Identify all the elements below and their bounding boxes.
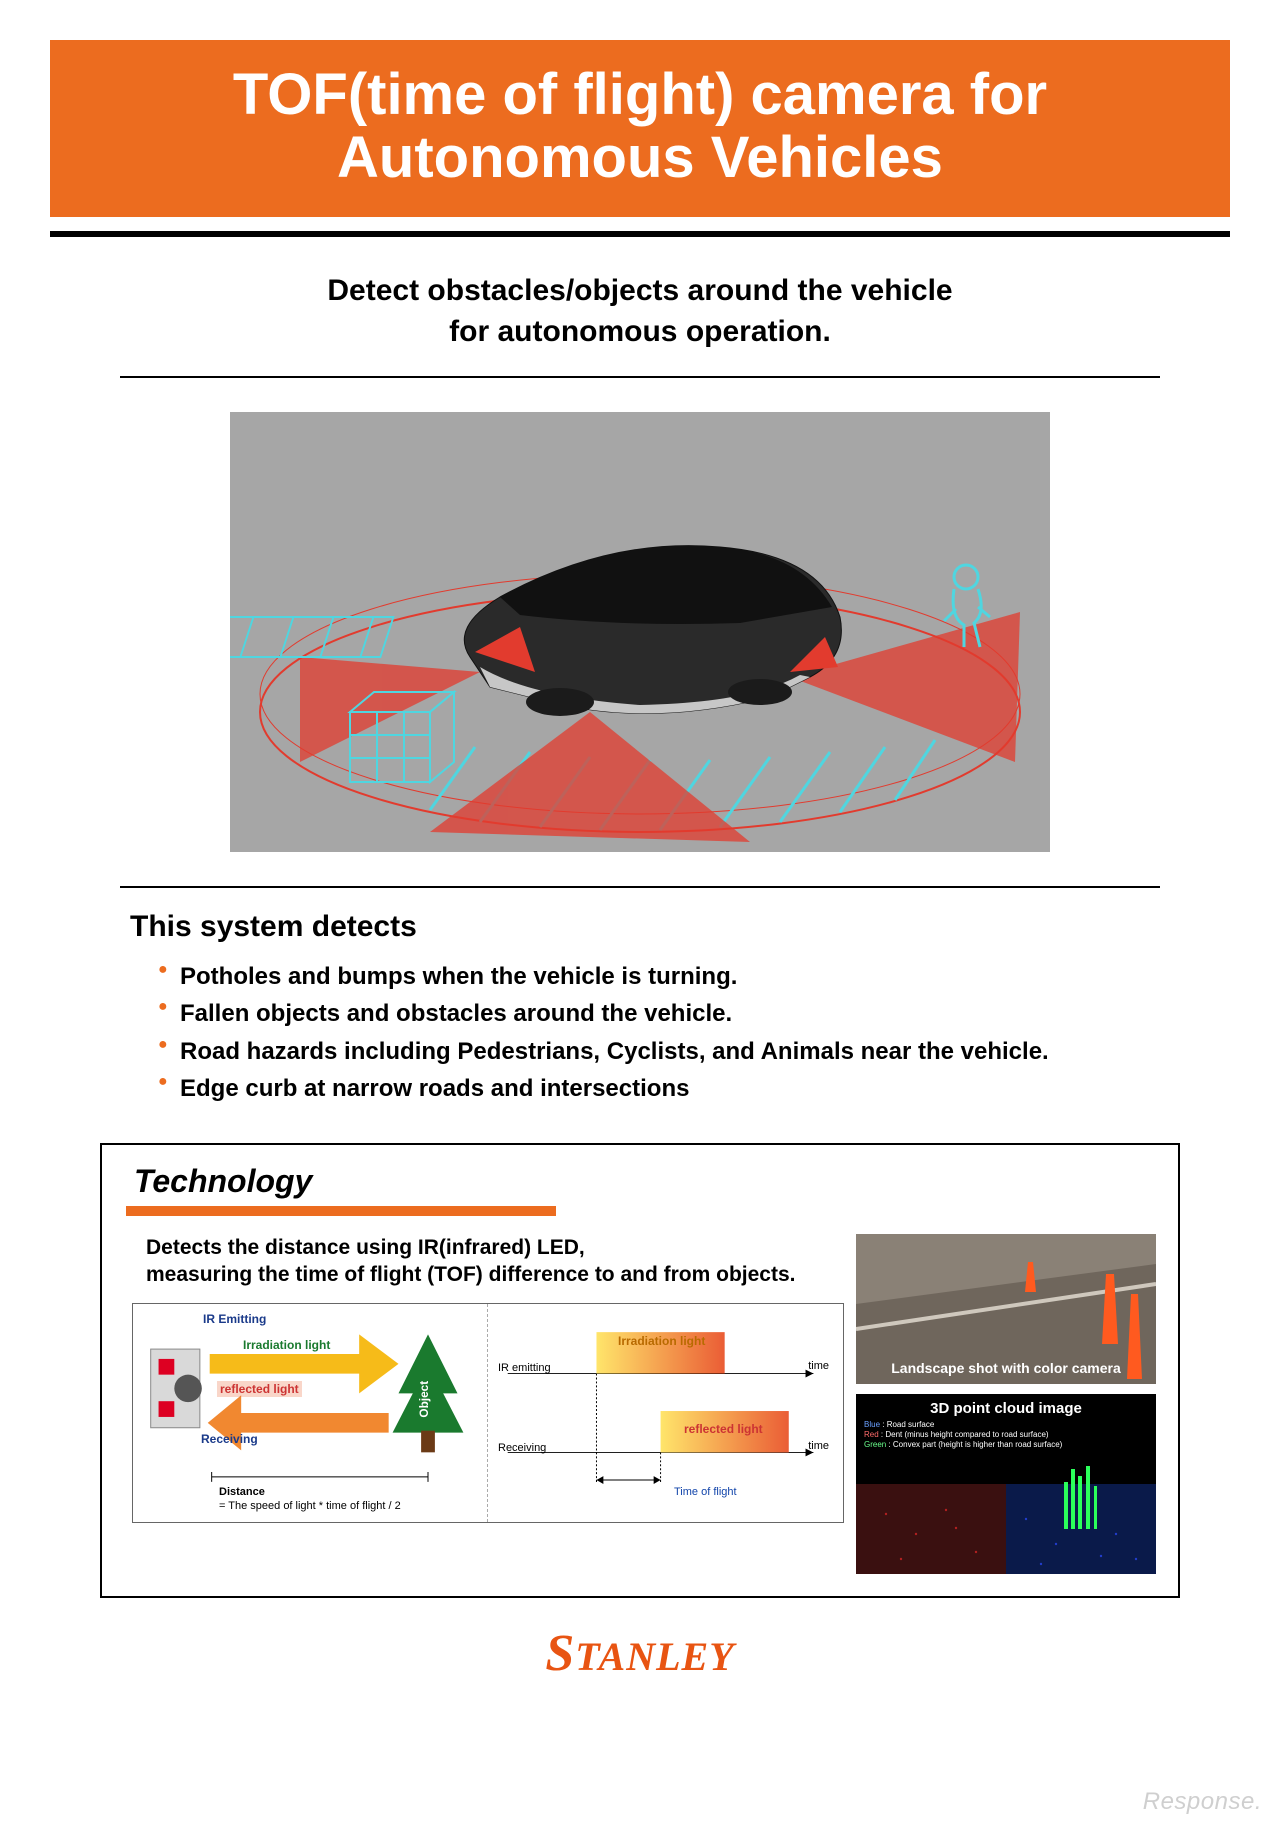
title-banner: TOF(time of flight) camera for Autonomou… — [50, 40, 1230, 217]
list-item: Edge curb at narrow roads and intersecti… — [158, 1070, 1150, 1107]
subtitle: Detect obstacles/objects around the vehi… — [50, 271, 1230, 352]
technology-title: Technology — [134, 1163, 1156, 1200]
hero-wrap — [50, 378, 1230, 886]
subtitle-line2: for autonomous operation. — [130, 312, 1150, 353]
list-item: Fallen objects and obstacles around the … — [158, 995, 1150, 1032]
watermark: Response. — [1143, 1788, 1262, 1816]
tof-diagram: IR Emitting Irradiation light — [132, 1303, 844, 1523]
technology-right: Landscape shot with color camera 3D poin… — [856, 1234, 1156, 1574]
detects-section: This system detects Potholes and bumps w… — [50, 888, 1230, 1135]
diag-r-tof: Time of flight — [674, 1486, 737, 1498]
technology-box: Technology Detects the distance using IR… — [100, 1143, 1180, 1598]
photo-caption: Landscape shot with color camera — [891, 1360, 1121, 1376]
brand-text: TANLEY — [575, 1634, 734, 1679]
landscape-photo: Landscape shot with color camera — [856, 1234, 1156, 1384]
diag-distance: Distance — [219, 1486, 265, 1498]
subtitle-line1: Detect obstacles/objects around the vehi… — [130, 271, 1150, 312]
point-cloud-title: 3D point cloud image — [864, 1400, 1148, 1417]
technology-underline — [126, 1206, 556, 1216]
title-line1: TOF(time of flight) camera for — [60, 64, 1220, 127]
hero-svg — [230, 412, 1050, 852]
thick-rule — [50, 231, 1230, 237]
diag-r-irr: Irradiation light — [618, 1334, 705, 1348]
title-line2: Autonomous Vehicles — [60, 127, 1220, 190]
diag-r-iremit: IR emitting — [498, 1362, 551, 1374]
diag-reflected: reflected light — [217, 1381, 302, 1397]
brand-logo: STANLEY — [50, 1624, 1230, 1683]
point-cloud-panel: 3D point cloud image Blue : Road surface… — [856, 1394, 1156, 1574]
diag-r-recv: Receiving — [498, 1442, 546, 1454]
detects-heading: This system detects — [130, 910, 1150, 944]
detects-list: Potholes and bumps when the vehicle is t… — [130, 958, 1150, 1107]
diag-r-refl: reflected light — [684, 1422, 763, 1436]
technology-left: Detects the distance using IR(infrared) … — [124, 1234, 844, 1574]
point-cloud-legend: Blue : Road surface Red : Dent (minus he… — [864, 1420, 1148, 1450]
diag-r-time1: time — [808, 1360, 829, 1372]
diag-r-time2: time — [808, 1440, 829, 1452]
diag-receiving: Receiving — [201, 1432, 258, 1446]
list-item: Road hazards including Pedestrians, Cycl… — [158, 1033, 1150, 1070]
list-item: Potholes and bumps when the vehicle is t… — [158, 958, 1150, 995]
diag-formula: = The speed of light * time of flight / … — [219, 1500, 401, 1512]
svg-text:Object: Object — [417, 1380, 431, 1417]
technology-desc: Detects the distance using IR(infrared) … — [124, 1234, 844, 1289]
hero-render — [230, 412, 1050, 852]
